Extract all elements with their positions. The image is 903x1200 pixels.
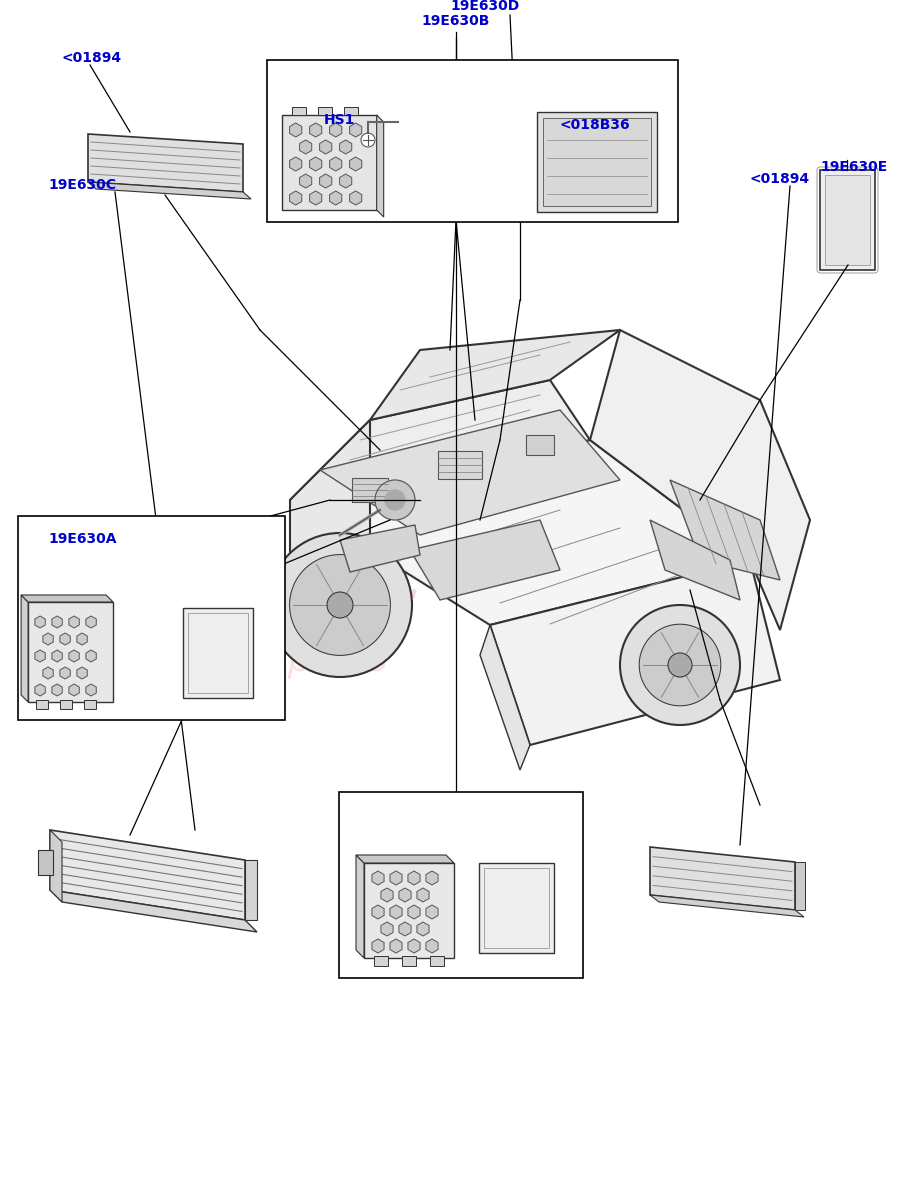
- Bar: [60, 700, 72, 709]
- Polygon shape: [88, 134, 243, 192]
- Bar: [824, 175, 869, 265]
- Bar: [183, 608, 253, 698]
- Bar: [364, 863, 453, 958]
- Text: autoparts: autoparts: [200, 641, 387, 679]
- Bar: [536, 112, 656, 212]
- Bar: [430, 956, 443, 966]
- Circle shape: [385, 490, 405, 510]
- Polygon shape: [50, 830, 245, 920]
- Bar: [28, 602, 113, 702]
- Polygon shape: [290, 440, 749, 625]
- Text: 19E630C: 19E630C: [48, 178, 116, 192]
- Bar: [18, 516, 284, 720]
- Polygon shape: [649, 895, 803, 917]
- Bar: [38, 850, 53, 875]
- Bar: [479, 863, 554, 953]
- Bar: [36, 700, 48, 709]
- Text: <01894: <01894: [62, 50, 122, 65]
- Circle shape: [327, 592, 352, 618]
- Polygon shape: [489, 560, 779, 745]
- Bar: [317, 107, 331, 115]
- Polygon shape: [356, 854, 364, 958]
- Circle shape: [289, 554, 390, 655]
- Polygon shape: [340, 526, 420, 572]
- Bar: [483, 868, 548, 948]
- Bar: [339, 792, 582, 978]
- Circle shape: [267, 533, 412, 677]
- Polygon shape: [410, 520, 559, 600]
- Polygon shape: [377, 115, 383, 217]
- Bar: [438, 451, 481, 479]
- Bar: [794, 862, 804, 910]
- Bar: [245, 860, 256, 920]
- Polygon shape: [290, 380, 590, 500]
- Bar: [343, 107, 358, 115]
- Polygon shape: [669, 480, 779, 580]
- Text: <01894: <01894: [749, 172, 809, 186]
- Text: 19E630B: 19E630B: [422, 14, 489, 28]
- Circle shape: [667, 653, 691, 677]
- Text: HS1: HS1: [323, 113, 355, 127]
- Bar: [266, 60, 677, 222]
- Polygon shape: [590, 330, 809, 630]
- Circle shape: [360, 133, 375, 146]
- Polygon shape: [290, 420, 369, 625]
- Bar: [402, 956, 415, 966]
- Bar: [188, 613, 247, 692]
- Text: 19E630D: 19E630D: [450, 0, 518, 13]
- Polygon shape: [21, 595, 113, 602]
- Bar: [526, 434, 554, 455]
- Polygon shape: [21, 595, 28, 702]
- Text: <018B36: <018B36: [559, 118, 630, 132]
- Bar: [282, 115, 377, 210]
- Polygon shape: [320, 410, 619, 535]
- Circle shape: [619, 605, 740, 725]
- Bar: [84, 700, 96, 709]
- Polygon shape: [649, 520, 740, 600]
- Bar: [374, 956, 387, 966]
- Circle shape: [375, 480, 414, 520]
- Polygon shape: [50, 830, 62, 902]
- Text: scooter: scooter: [180, 578, 414, 632]
- Polygon shape: [479, 625, 529, 770]
- Bar: [292, 107, 305, 115]
- Bar: [819, 170, 874, 270]
- Polygon shape: [356, 854, 453, 863]
- Circle shape: [638, 624, 720, 706]
- Polygon shape: [50, 890, 256, 932]
- Bar: [351, 478, 387, 502]
- Polygon shape: [88, 182, 251, 199]
- Polygon shape: [649, 847, 794, 910]
- Text: 19E630A: 19E630A: [48, 532, 116, 546]
- Text: 19E630E: 19E630E: [819, 160, 886, 174]
- Polygon shape: [369, 330, 619, 420]
- Bar: [542, 118, 650, 206]
